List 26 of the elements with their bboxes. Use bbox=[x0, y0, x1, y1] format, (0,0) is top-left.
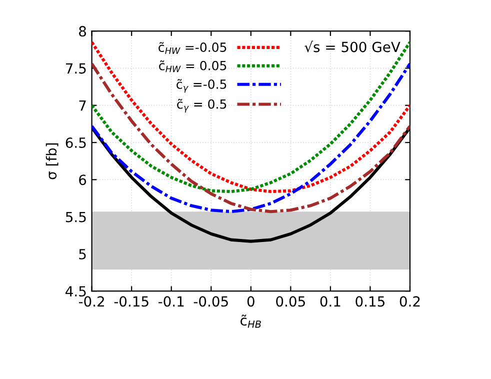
x-tick-label: -0.2 bbox=[78, 296, 104, 307]
legend-label: c̃$_{HW}$ =-0.05 bbox=[158, 42, 226, 54]
x-tick-label: -0.1 bbox=[158, 296, 184, 307]
line-series bbox=[92, 40, 410, 194]
y-tick-label: 7 bbox=[79, 100, 86, 111]
y-tick-label: 5.5 bbox=[66, 212, 86, 222]
line-series bbox=[92, 62, 410, 214]
y-tick-label: 6 bbox=[79, 174, 86, 186]
y-tick-label: 5 bbox=[79, 249, 86, 260]
y-axis-title: σ [fb] bbox=[46, 143, 58, 180]
x-tick-label: 0.2 bbox=[400, 296, 420, 307]
y-tick-label: 8 bbox=[79, 26, 86, 37]
x-tick-label: 0.1 bbox=[320, 296, 340, 307]
y-tick-label: 4.5 bbox=[66, 286, 86, 297]
legend-label: c̃$_{HW}$ = 0.05 bbox=[159, 60, 226, 72]
x-tick-label: 0 bbox=[247, 296, 254, 307]
x-tick-label: -0.05 bbox=[194, 296, 228, 307]
x-tick-label: -0.15 bbox=[114, 296, 148, 307]
x-tick-label: 0.15 bbox=[356, 296, 384, 307]
x-tick-label: 0.05 bbox=[276, 296, 305, 307]
legend-label: c̃$_{γ}$ = 0.5 bbox=[177, 98, 226, 112]
y-tick-label: 6.5 bbox=[66, 137, 86, 148]
x-axis-title: c̃$_{HB}$ bbox=[240, 314, 261, 328]
legend-label: c̃$_{γ}$ =-0.5 bbox=[176, 79, 226, 93]
y-tick-label: 7.5 bbox=[66, 63, 86, 74]
annotation: √s = 500 GeV bbox=[304, 40, 400, 52]
